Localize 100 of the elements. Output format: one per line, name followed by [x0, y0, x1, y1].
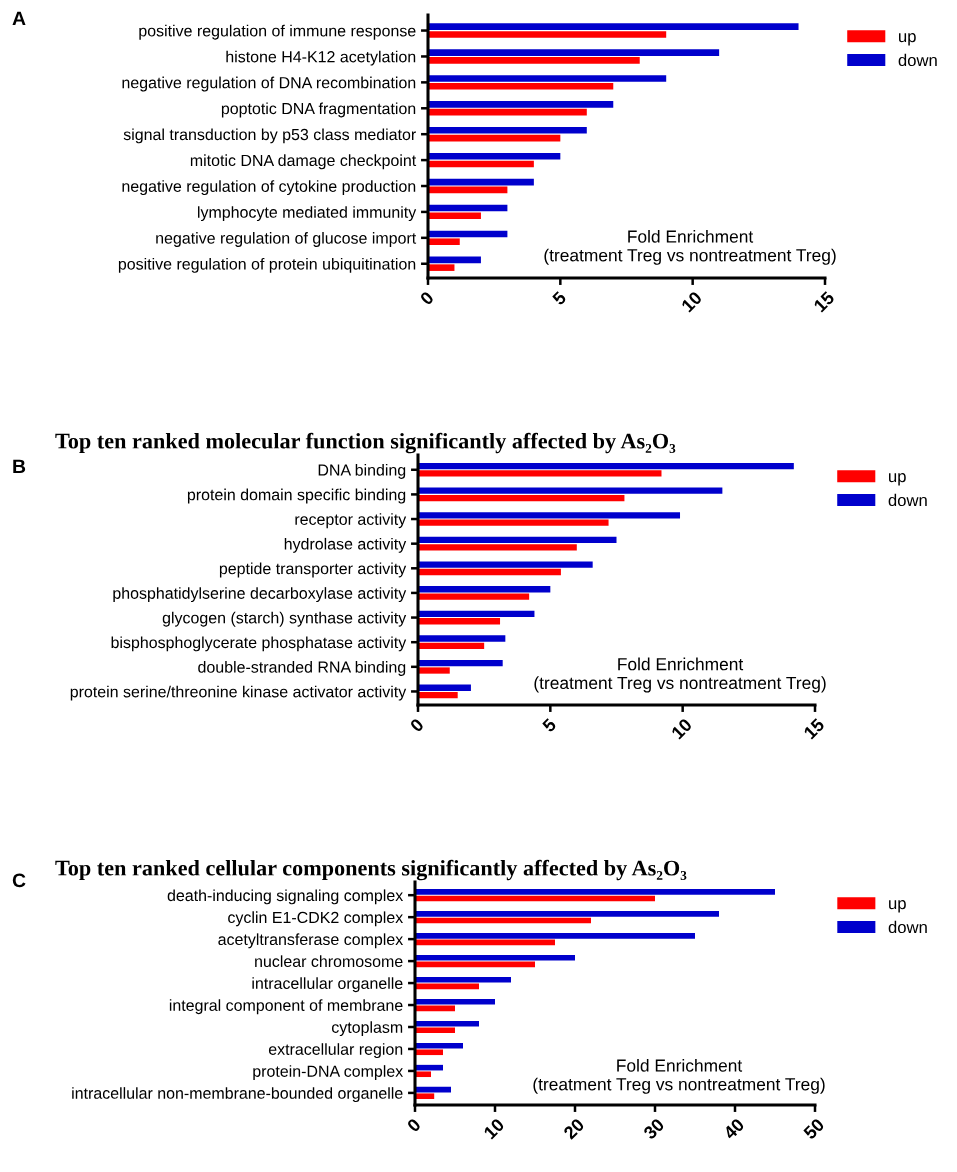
bar [418, 462, 794, 470]
y-tick-label: positive regulation of immune response [139, 24, 416, 40]
bar [415, 976, 511, 983]
bar [415, 1049, 443, 1056]
bar [418, 593, 530, 600]
y-tick-label: intracellular organelle [252, 977, 403, 993]
y-tick-label: hydrolase activity [284, 537, 407, 553]
x-axis-title: Fold Enrichment (treatment Treg vs nontreatment Treg) [544, 229, 836, 265]
bar [428, 75, 667, 82]
y-tick-label: double-stranded RNA binding [198, 661, 406, 676]
bar [415, 889, 775, 895]
bar [428, 264, 455, 271]
bar [428, 108, 587, 116]
y-tick-label: poptotic DNA fragmentation [221, 102, 416, 118]
x-tick-label: 15 [813, 290, 836, 313]
bar [418, 568, 561, 576]
bar [415, 1071, 431, 1078]
legend-label: up [889, 900, 906, 913]
bar [418, 684, 471, 691]
y-tick-label: DNA binding [318, 463, 406, 479]
chart-title: Top ten ranked molecular function significantly affected by As₂O₃ [55, 432, 676, 454]
legend-label: up [889, 473, 906, 486]
x-tick-label: 10 [483, 1117, 506, 1140]
bar [418, 659, 503, 667]
bar [428, 152, 561, 160]
y-tick-label: histone H4-K12 acetylation [226, 50, 416, 66]
x-axis-title: Fold Enrichment (treatment Treg vs nontreatment Treg) [533, 1058, 825, 1094]
y-tick-label: negative regulation of cytokine production [122, 180, 416, 196]
x-tick-label: 5 [551, 290, 567, 306]
bar [418, 494, 625, 502]
bar [418, 610, 535, 618]
bar [418, 519, 609, 526]
y-tick-label: bisphosphoglycerate phosphatase activity [111, 636, 407, 652]
bar [415, 955, 575, 961]
x-tick-label: 0 [406, 1117, 422, 1133]
x-tick-label: 30 [642, 1117, 666, 1141]
x-tick-label: 0 [419, 290, 435, 306]
y-tick-label: intracellular non-membrane-bounded organelle [72, 1087, 403, 1103]
bar [415, 998, 495, 1005]
bar [418, 586, 551, 593]
bar [428, 238, 460, 246]
y-tick-label: protein serine/threonine kinase activator activity [70, 685, 407, 701]
bar [415, 911, 719, 917]
bar [418, 487, 723, 494]
y-tick-label: cytoplasm [331, 1021, 403, 1037]
y-tick-label: positive regulation of protein ubiquitination [118, 257, 416, 273]
bar [418, 536, 617, 544]
x-tick-label: 0 [409, 717, 425, 733]
y-tick-label: receptor activity [295, 513, 407, 529]
bar [418, 642, 485, 650]
y-tick-label: glycogen (starch) synthase activity [162, 611, 407, 627]
text: A [12, 11, 26, 26]
legend-label: down [898, 53, 937, 67]
legend-label: down [888, 920, 927, 934]
y-tick-label: acetyltransferase complex [218, 933, 404, 949]
bar [418, 667, 450, 674]
y-tick-label: nuclear chromosome [255, 955, 403, 968]
x-tick-label: 10 [680, 290, 703, 313]
x-tick-label: 10 [670, 717, 693, 740]
bar [415, 933, 695, 939]
y-tick-label: extracellular region [268, 1043, 403, 1059]
bar [428, 101, 614, 108]
y-tick-label: integral component of membrane [169, 999, 403, 1015]
bar [415, 1020, 479, 1027]
y-tick-label: peptide transporter activity [219, 562, 407, 578]
y-tick-label: protein domain specific binding [187, 488, 406, 504]
y-tick-label: cyclin E1-CDK2 complex [228, 911, 404, 927]
bar [428, 23, 799, 30]
bar [418, 512, 681, 519]
x-tick-label: 5 [541, 717, 557, 733]
bar [418, 470, 662, 477]
chart-title: Top ten ranked cellular components significantly affected by As₂O₃ [55, 859, 687, 881]
bar [418, 635, 506, 642]
y-tick-label: lymphocyte mediated immunity [198, 206, 417, 222]
bar [418, 544, 577, 551]
x-tick-label: 20 [562, 1117, 586, 1140]
y-tick-label: signal transduction by p53 class mediator [123, 128, 416, 144]
legend-label: up [899, 33, 916, 46]
y-tick-label: mitotic DNA damage checkpoint [190, 154, 417, 170]
bar [418, 692, 458, 699]
bar [428, 127, 587, 134]
legend-label: down [888, 493, 927, 507]
bar [428, 82, 614, 90]
text: B [13, 459, 26, 474]
bar [415, 1027, 455, 1034]
bar [428, 57, 640, 64]
x-tick-label: 15 [803, 717, 826, 740]
bar [415, 1093, 435, 1100]
y-tick-label: protein-DNA complex [253, 1065, 404, 1081]
text: C [12, 873, 26, 888]
y-tick-label: death-inducing signaling complex [167, 889, 404, 905]
bar [428, 31, 667, 38]
bar [418, 561, 593, 568]
bar [428, 49, 720, 56]
x-tick-label: 50 [802, 1117, 826, 1140]
bar [418, 618, 501, 625]
y-tick-label: negative regulation of DNA recombination [122, 76, 416, 92]
x-tick-label: 40 [722, 1117, 746, 1141]
x-axis-title: Fold Enrichment (treatment Treg vs nontreatment Treg) [534, 657, 826, 693]
y-tick-label: negative regulation of glucose import [156, 232, 417, 247]
